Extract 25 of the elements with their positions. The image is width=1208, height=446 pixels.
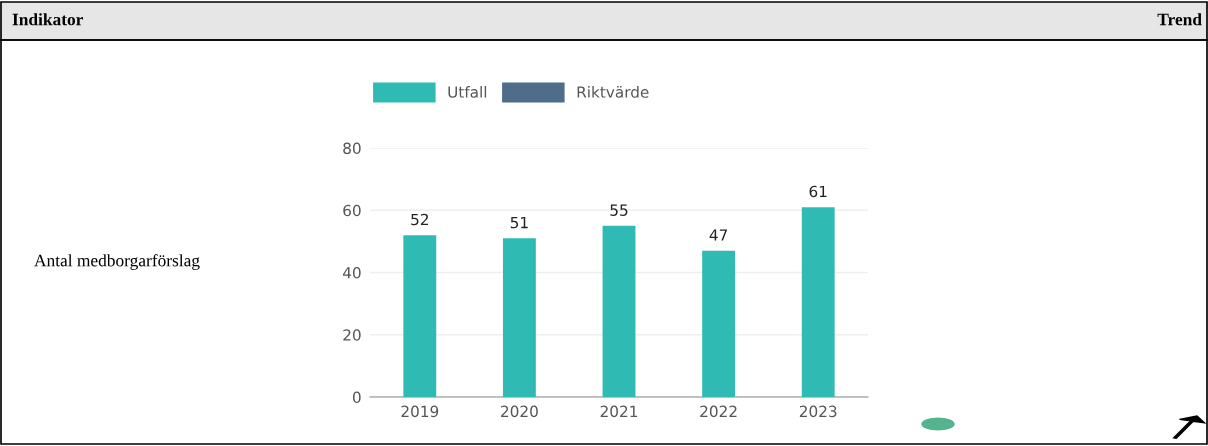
x-tick-label: 2022 bbox=[700, 405, 737, 418]
text: Indikator bbox=[12, 13, 84, 26]
y-tick-label: 0 bbox=[352, 391, 361, 404]
bar bbox=[502, 238, 536, 397]
y-tick-label: 20 bbox=[343, 329, 361, 341]
data-label: 47 bbox=[709, 229, 728, 241]
data-label: 52 bbox=[411, 213, 428, 226]
text: Antal medborgarförslag bbox=[34, 254, 200, 270]
x-tick-label: 2021 bbox=[600, 405, 638, 418]
legend-label: Utfall bbox=[448, 85, 487, 98]
y-tick-label: 60 bbox=[343, 204, 361, 217]
data-label: 61 bbox=[809, 185, 827, 198]
bar bbox=[702, 250, 736, 397]
text: Trend bbox=[1157, 13, 1202, 26]
x-tick-label: 2020 bbox=[501, 405, 538, 418]
legend-label: Riktvärde bbox=[577, 85, 649, 98]
bar bbox=[801, 207, 835, 397]
bar bbox=[602, 225, 636, 397]
x-tick-label: 2023 bbox=[799, 405, 837, 418]
data-label: 51 bbox=[510, 217, 528, 229]
bar bbox=[403, 235, 437, 397]
y-tick-label: 40 bbox=[342, 266, 361, 279]
y-tick-label: 80 bbox=[343, 142, 361, 155]
data-label: 55 bbox=[610, 204, 628, 216]
x-tick-label: 2019 bbox=[401, 405, 439, 418]
